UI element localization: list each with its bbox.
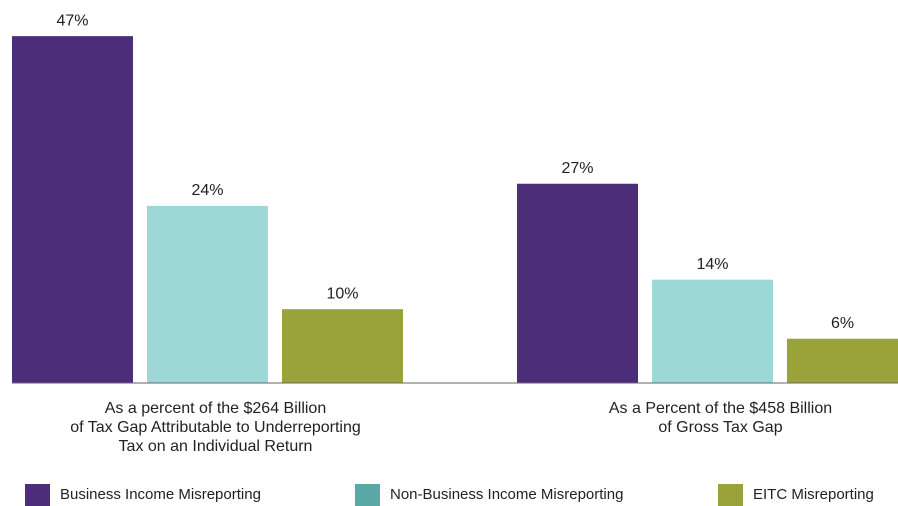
bar	[282, 309, 403, 383]
value-label: 6%	[831, 315, 854, 332]
x-tick-label: of Tax Gap Attributable to Underreportin…	[70, 419, 361, 436]
bar	[12, 36, 133, 383]
value-label: 47%	[56, 12, 88, 29]
value-label: 10%	[326, 285, 358, 302]
bar	[147, 205, 268, 383]
legend-swatch	[355, 484, 380, 506]
x-tick-label: As a Percent of the $458 Billion	[609, 400, 832, 417]
value-label: 27%	[561, 160, 593, 177]
legend-label: Non-Business Income Misreporting	[390, 486, 623, 503]
legend-label: EITC Misreporting	[753, 486, 874, 503]
legend-swatch	[25, 484, 50, 506]
x-tick-label: Tax on an Individual Return	[119, 438, 313, 455]
x-tick-label: As a percent of the $264 Billion	[105, 400, 326, 417]
bar	[517, 183, 638, 383]
value-label: 24%	[191, 182, 223, 199]
bar	[787, 338, 898, 383]
x-tick-label: of Gross Tax Gap	[658, 419, 782, 436]
bar	[652, 279, 773, 383]
legend-label: Business Income Misreporting	[60, 486, 261, 503]
value-label: 14%	[696, 256, 728, 273]
legend-swatch	[718, 484, 743, 506]
